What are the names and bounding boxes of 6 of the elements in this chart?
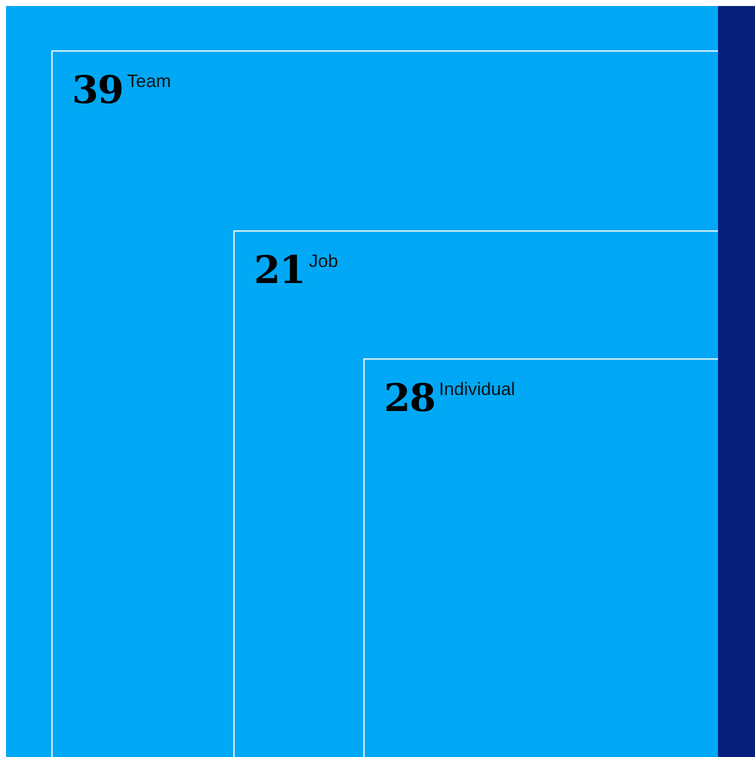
data-label: 39	[72, 67, 123, 112]
category-label: Individual	[439, 379, 516, 399]
data-label: 28	[384, 375, 435, 420]
category-label: Team	[127, 71, 172, 91]
category-label: Job	[309, 251, 338, 271]
data-label: 21	[254, 247, 305, 292]
